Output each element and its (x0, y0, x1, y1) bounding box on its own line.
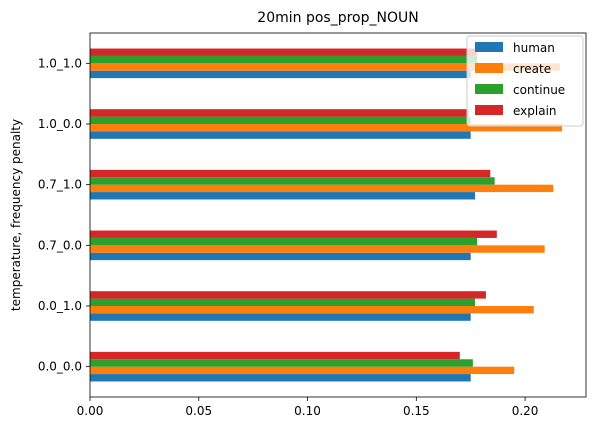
y-tick-label: 1.0_0.0 (38, 117, 82, 131)
y-tick-label: 0.0_0.0 (38, 360, 82, 374)
bar-continue-1.0_1.0 (90, 55, 478, 64)
legend-label-human: human (513, 41, 555, 55)
bar-explain-0.7_0.0 (90, 230, 497, 238)
legend-label-create: create (513, 62, 551, 76)
x-tick-label: 0.15 (403, 404, 430, 418)
bar-human-1.0_1.0 (90, 70, 471, 79)
bar-human-0.0_1.0 (90, 313, 471, 321)
bar-explain-0.0_0.0 (90, 351, 460, 360)
bar-create-0.7_0.0 (90, 245, 545, 253)
bar-explain-1.0_0.0 (90, 109, 469, 117)
bar-explain-0.0_1.0 (90, 291, 486, 299)
bar-continue-0.7_1.0 (90, 177, 495, 185)
plot-frame (89, 32, 587, 398)
legend-swatch-explain (475, 105, 503, 115)
y-tick-label: 0.7_1.0 (38, 178, 82, 192)
y-axis: 0.0_0.0 0.0_1.0 0.7_0.0 0.7_1.0 1.0_0.0 1.0_1… (38, 56, 90, 374)
x-tick-label: 0.00 (77, 404, 104, 418)
legend-label-explain: explain (513, 104, 557, 118)
bar-continue-0.0_1.0 (90, 298, 476, 306)
legend: human create continue explain (466, 35, 584, 127)
bar-human-0.7_0.0 (90, 252, 471, 261)
legend-swatch-continue (475, 84, 503, 94)
y-axis-label: temperature, frequency penalty (9, 119, 23, 311)
y-tick-label: 1.0_1.0 (38, 56, 82, 70)
x-tick-label: 0.10 (294, 404, 321, 418)
legend-swatch-human (475, 42, 503, 52)
bar-continue-0.0_0.0 (90, 359, 473, 367)
bar-human-1.0_0.0 (90, 131, 471, 139)
bar-create-1.0_0.0 (90, 124, 563, 132)
legend-swatch-create (475, 63, 503, 73)
legend-box (466, 35, 584, 127)
y-tick-label: 0.7_0.0 (38, 238, 82, 252)
chart-title: 20min pos_prop_NOUN (257, 10, 418, 26)
legend-label-continue: continue (513, 83, 565, 97)
bar-create-0.7_1.0 (90, 184, 554, 193)
bar-human-0.7_1.0 (90, 192, 476, 200)
bar-create-0.0_0.0 (90, 366, 515, 375)
bar-human-0.0_0.0 (90, 374, 471, 382)
bar-create-0.0_1.0 (90, 306, 534, 314)
bar-continue-0.7_0.0 (90, 237, 478, 246)
x-axis: 0.00 0.05 0.10 0.15 0.20 (77, 397, 539, 418)
x-tick-label: 0.05 (185, 404, 212, 418)
bar-explain-0.7_1.0 (90, 169, 491, 178)
y-tick-label: 0.0_1.0 (38, 299, 82, 313)
x-tick-label: 0.20 (512, 404, 539, 418)
bars-layer (90, 48, 563, 382)
bar-continue-1.0_0.0 (90, 116, 471, 124)
bar-create-1.0_1.0 (90, 63, 560, 71)
bar-explain-1.0_1.0 (90, 48, 478, 56)
